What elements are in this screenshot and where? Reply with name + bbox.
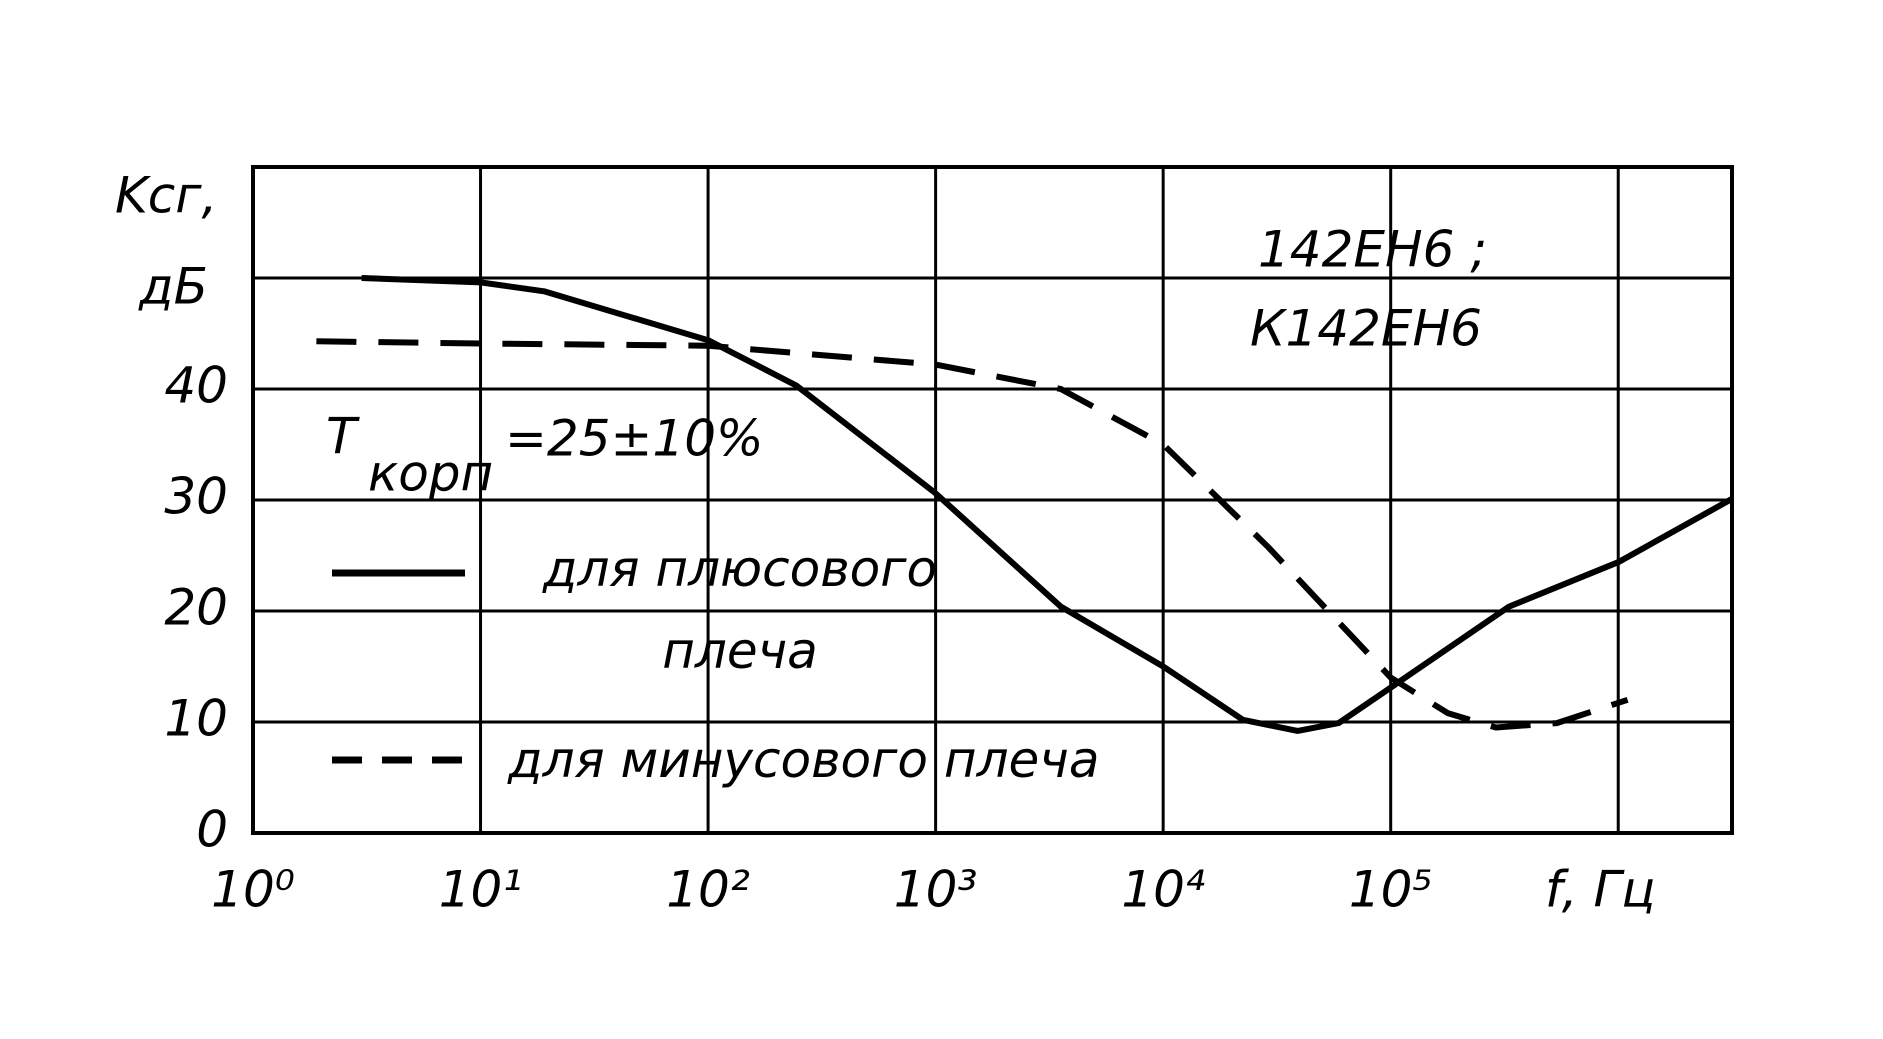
x-tick-label: 10¹ xyxy=(439,861,523,919)
annotation: К142ЕН6 xyxy=(1250,300,1482,358)
condition: =25±10% xyxy=(505,410,764,468)
y-tick-label: 40 xyxy=(164,357,228,415)
y-label: дБ xyxy=(138,258,208,316)
x-tick-label: 10³ xyxy=(894,861,978,919)
y-tick-label: 30 xyxy=(164,468,228,526)
legend-label: для минусового плеча xyxy=(508,731,1100,789)
y-tick-label: 0 xyxy=(196,801,228,859)
series-line xyxy=(361,275,1734,734)
legend-label: для плюсового плеча xyxy=(542,540,938,680)
x-tick-label: 10⁴ xyxy=(1121,861,1205,919)
x-label: f, Гц xyxy=(1545,861,1655,919)
y-label: Kсг, xyxy=(115,167,217,225)
annotation: 142ЕН6 ; xyxy=(1258,221,1487,279)
x-tick-label: 10⁵ xyxy=(1349,861,1433,919)
x-tick-label: 10⁰ xyxy=(211,861,295,919)
condition: Т xyxy=(326,408,360,466)
condition: корп xyxy=(368,445,493,503)
x-tick-label: 10² xyxy=(666,861,750,919)
y-tick-label: 10 xyxy=(164,690,228,748)
series-line xyxy=(316,338,1629,731)
y-tick-label: 20 xyxy=(164,579,228,637)
